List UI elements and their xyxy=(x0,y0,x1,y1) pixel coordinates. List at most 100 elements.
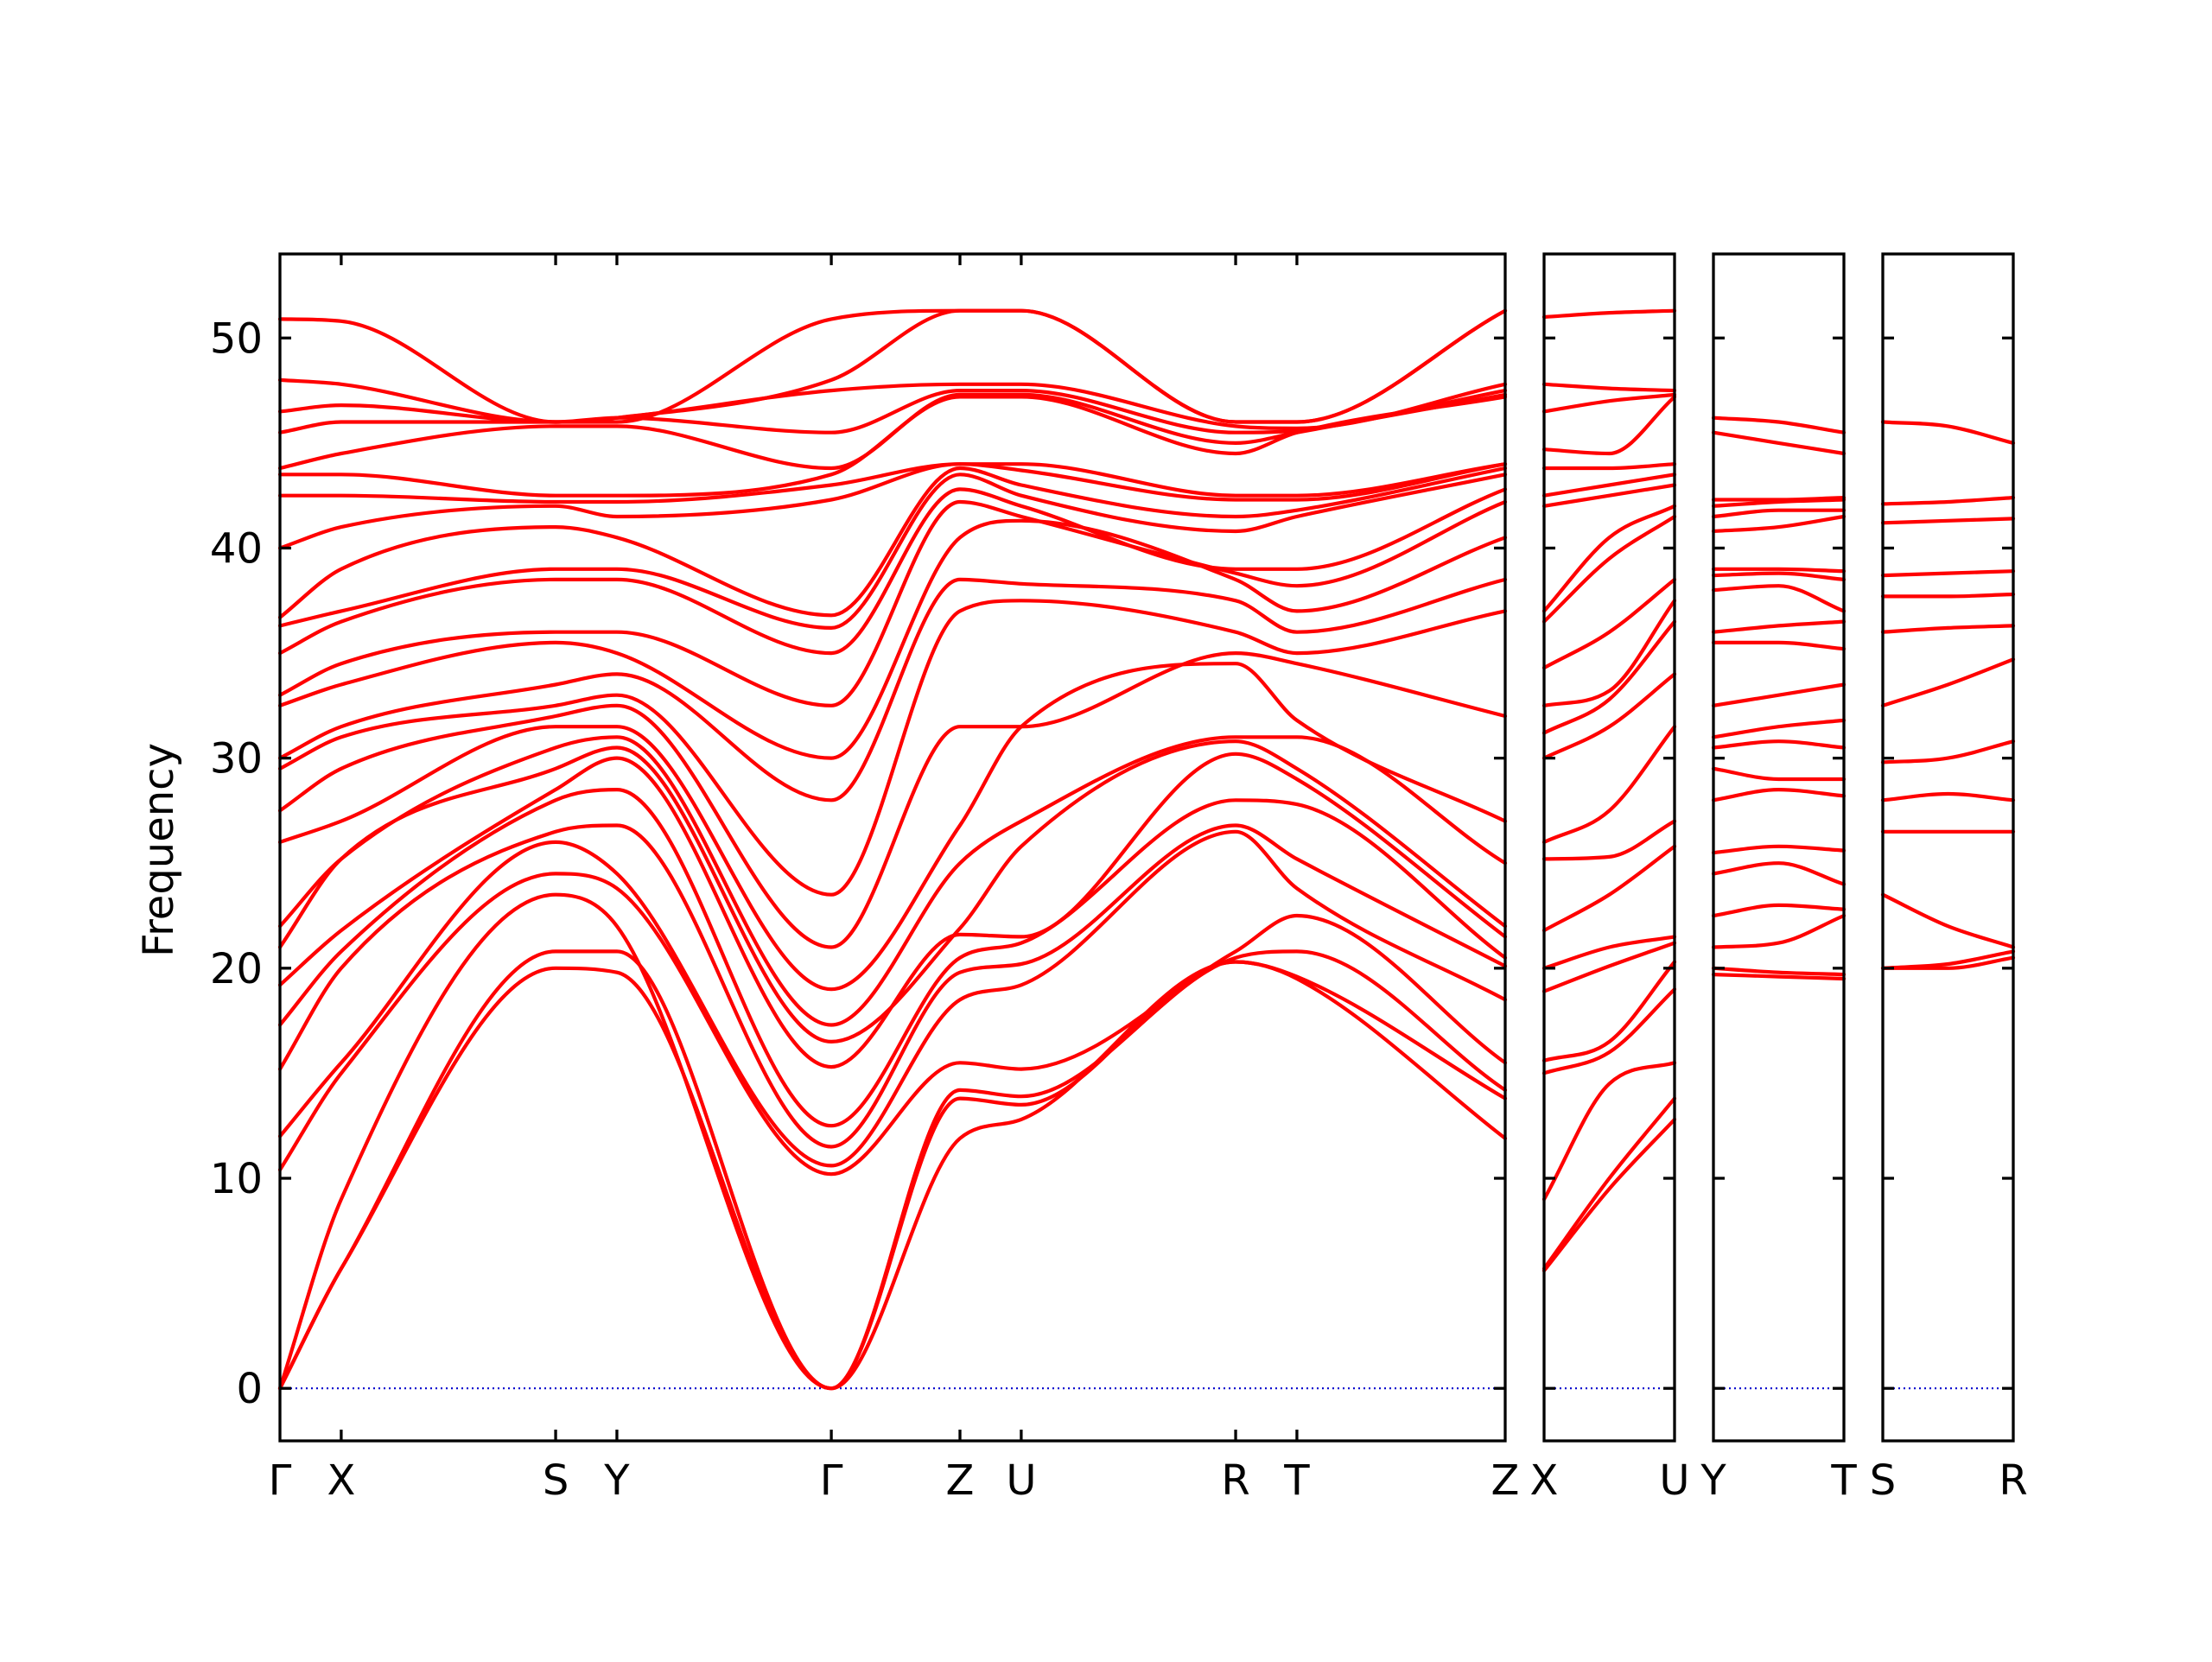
phonon-band-line xyxy=(277,829,1508,1168)
phonon-band-line xyxy=(1541,1117,1677,1273)
kpoint-label: T xyxy=(1283,1456,1310,1505)
panel-frame xyxy=(1542,252,1676,1443)
phonon-band-line xyxy=(1711,682,1847,707)
phonon-band-line xyxy=(277,872,1508,1177)
phonon-band-line xyxy=(1711,498,1847,508)
phonon-band-line xyxy=(1711,788,1847,802)
y-axis-label: Frequency xyxy=(135,743,183,957)
phonon-band-line xyxy=(277,599,1508,897)
phonon-band-line xyxy=(1711,584,1847,613)
y-tick-label: 20 xyxy=(210,945,263,993)
phonon-band-line xyxy=(1541,395,1677,456)
phonon-band-line xyxy=(1880,657,2016,707)
kpoint-label: S xyxy=(1870,1456,1896,1505)
phonon-band-line xyxy=(1880,496,2016,506)
phonon-band-line xyxy=(1541,462,1677,471)
phonon-band-line xyxy=(1711,571,1847,581)
phonon-band-line xyxy=(1541,987,1677,1075)
phonon-band-line xyxy=(277,388,1508,435)
phonon-band-line xyxy=(1541,308,1677,320)
phonon-band-line xyxy=(1880,569,2016,578)
kpoint-label: Γ xyxy=(820,1456,843,1505)
phonon-band-line xyxy=(1541,504,1677,613)
kpoint-label: R xyxy=(1221,1456,1249,1505)
kpoint-label: Y xyxy=(1700,1456,1726,1505)
y-tick-label: 30 xyxy=(210,735,263,783)
panel-frame xyxy=(1712,252,1846,1443)
phonon-band-line xyxy=(1880,892,2016,949)
phonon-band-line xyxy=(277,466,1508,619)
phonon-band-line xyxy=(1880,420,2016,445)
phonon-band-line xyxy=(1880,739,2016,764)
phonon-band-line xyxy=(277,949,1508,1391)
phonon-band-line xyxy=(277,739,1508,1044)
phonon-band-line xyxy=(277,473,1508,630)
phonon-band-line xyxy=(1541,577,1677,670)
y-tick-label: 40 xyxy=(210,524,263,573)
phonon-band-line xyxy=(277,518,1508,760)
kpoint-label: Z xyxy=(946,1456,975,1505)
phonon-band-line xyxy=(1541,935,1677,970)
phonon-band-line xyxy=(1711,619,1847,634)
phonon-band-line xyxy=(1711,913,1847,949)
phonon-band-line xyxy=(1711,973,1847,981)
phonon-band-line xyxy=(1541,1061,1677,1202)
phonon-band-line xyxy=(1541,619,1677,735)
phonon-band-line xyxy=(1541,382,1677,393)
phonon-band-line xyxy=(277,462,1508,550)
phonon-band-line xyxy=(277,308,1508,424)
phonon-band-line xyxy=(1541,672,1677,760)
phonon-band-line xyxy=(1541,514,1677,624)
panel-frame xyxy=(1881,252,2015,1443)
phonon-band-line xyxy=(277,651,1508,949)
phonon-band-line xyxy=(1711,416,1847,435)
phonon-band-line xyxy=(1541,819,1677,861)
phonon-band-line xyxy=(277,308,1508,424)
phonon-band-line xyxy=(277,462,1508,504)
phonon-band-line xyxy=(1541,941,1677,993)
kpoint-label: T xyxy=(1830,1456,1857,1505)
kpoint-label: R xyxy=(1999,1456,2027,1505)
phonon-band-line xyxy=(1711,496,1847,502)
phonon-band-line xyxy=(277,823,1508,1149)
phonon-band-line xyxy=(1711,718,1847,739)
kpoint-label: U xyxy=(1659,1456,1689,1505)
phonon-band-line xyxy=(277,752,1508,1069)
phonon-band-line xyxy=(1541,725,1677,844)
phonon-band-line xyxy=(1711,903,1847,918)
phonon-band-line xyxy=(277,487,1508,656)
y-tick-label: 10 xyxy=(210,1155,263,1203)
kpoint-label: Y xyxy=(603,1456,630,1505)
phonon-band-line xyxy=(1711,430,1847,456)
phonon-band-line xyxy=(1541,473,1677,498)
phonon-band-line xyxy=(1541,960,1677,1063)
phonon-band-line xyxy=(1711,514,1847,534)
phonon-band-line xyxy=(1880,624,2016,634)
y-tick-label: 50 xyxy=(210,314,263,363)
phonon-band-line xyxy=(1711,739,1847,750)
phonon-band-line xyxy=(1711,844,1847,855)
phonon-band-line xyxy=(1541,392,1677,414)
phonon-band-line xyxy=(277,392,1508,471)
phonon-band-line xyxy=(277,960,1508,1391)
phonon-band-line xyxy=(277,499,1508,707)
kpoint-label: Γ xyxy=(269,1456,292,1505)
phonon-band-line xyxy=(1711,966,1847,977)
phonon-band-line xyxy=(1541,1096,1677,1271)
phonon-band-line xyxy=(1541,599,1677,707)
phonon-band-line xyxy=(1711,640,1847,651)
panel-frame xyxy=(278,252,1507,1443)
phonon-band-line xyxy=(277,382,1508,430)
phonon-band-line xyxy=(1541,844,1677,933)
phonon-band-line xyxy=(1880,592,2016,599)
phonon-band-line xyxy=(1711,508,1847,519)
phonon-band-line xyxy=(1880,791,2016,802)
phonon-band-line xyxy=(1711,861,1847,886)
phonon-band-line xyxy=(1880,949,2016,970)
phonon-band-line xyxy=(1711,567,1847,574)
kpoint-label: U xyxy=(1006,1456,1036,1505)
phonon-band-line xyxy=(1711,766,1847,782)
phonon-band-line xyxy=(277,577,1508,802)
